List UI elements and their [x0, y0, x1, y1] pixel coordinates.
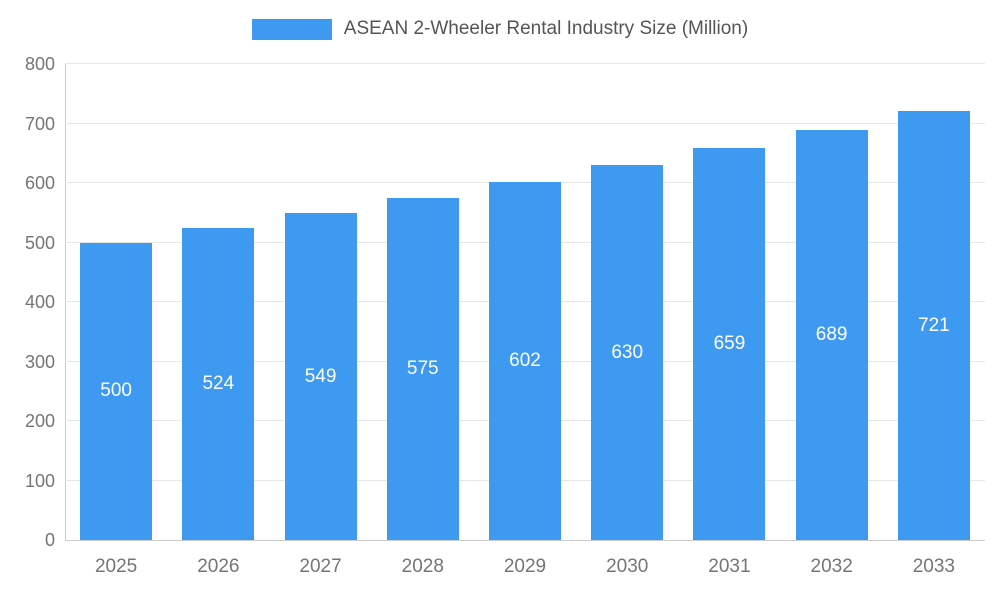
x-axis-label: 2027: [299, 556, 342, 577]
bar-value-label: 500: [100, 380, 132, 402]
bar: 524: [182, 228, 255, 540]
bar: 602: [489, 181, 561, 540]
y-axis-tick-label: 400: [24, 292, 55, 312]
y-axis-tick-label: 300: [24, 351, 55, 372]
y-axis-tick-label: 500: [24, 232, 55, 253]
bar: 549: [284, 213, 357, 540]
bar-value-label: 575: [406, 357, 439, 379]
x-axis-label: 2025: [94, 556, 138, 577]
x-axis-label: 2030: [606, 556, 649, 577]
bar: 575: [386, 197, 459, 540]
chart-title: ASEAN 2-Wheeler Rental Industry Size (Mi…: [343, 18, 749, 39]
x-axis-label: 2031: [708, 556, 751, 577]
bar-value-label: 689: [815, 324, 848, 346]
y-axis-tick-label: 800: [24, 54, 55, 74]
x-axis-label: 2029: [503, 556, 547, 577]
gridline: [65, 122, 985, 124]
bar: 721: [897, 111, 970, 540]
bar: 630: [591, 165, 664, 540]
bar: 689: [795, 130, 868, 540]
gridline: [65, 63, 985, 64]
bar-value-label: 524: [202, 373, 235, 395]
bar-value-label: 549: [304, 365, 337, 387]
legend-swatch: [251, 18, 332, 40]
y-axis-tick-label: 600: [24, 173, 55, 193]
bar-value-label: 602: [509, 349, 541, 371]
bar-value-label: 630: [611, 341, 644, 363]
x-axis-label: 2033: [912, 556, 956, 577]
bar: 500: [80, 242, 153, 540]
y-axis-tick-label: 700: [24, 113, 55, 134]
x-axis-line: [65, 540, 985, 541]
chart-legend: ASEAN 2-Wheeler Rental Industry Size (Mi…: [0, 18, 1000, 40]
bar: 659: [693, 147, 766, 540]
x-axis-label: 2032: [810, 556, 853, 577]
y-axis-line: [65, 64, 66, 540]
x-axis-label: 2026: [197, 556, 240, 577]
plot-area: 0 100 200 300 400 500 600 700 800 500 2025 524 2026 5…: [25, 54, 985, 577]
bar-value-label: 659: [713, 332, 746, 354]
x-axis-label: 2028: [401, 556, 444, 577]
y-axis-tick-label: 0: [44, 530, 55, 550]
y-axis-tick-label: 100: [24, 470, 55, 491]
bar-value-label: 721: [918, 314, 950, 336]
y-axis-tick-label: 200: [24, 411, 55, 431]
